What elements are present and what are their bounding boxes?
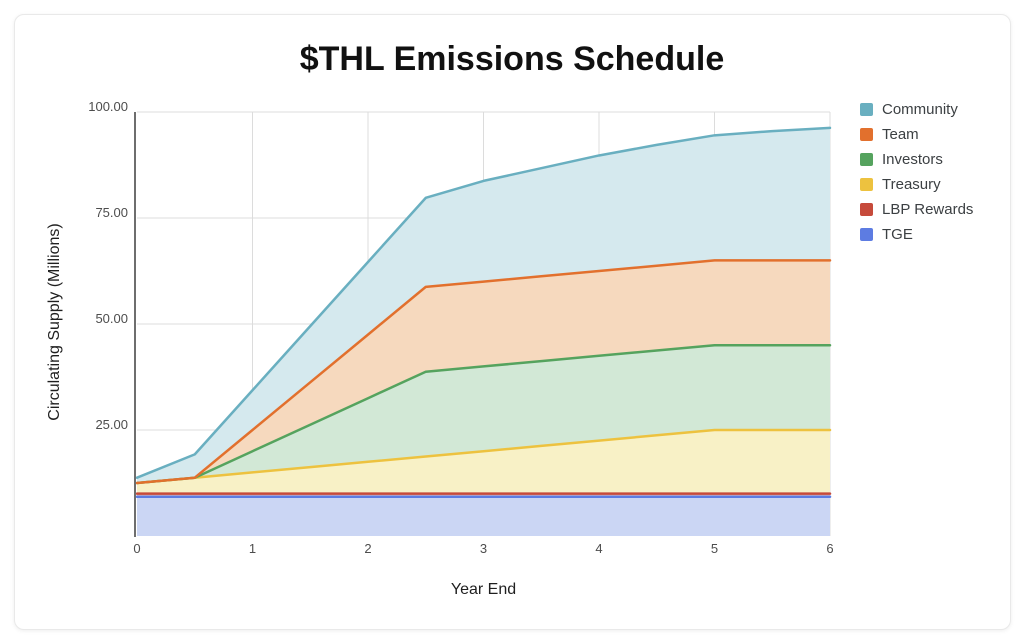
legend-label: Community (882, 101, 958, 118)
area-team (137, 260, 830, 483)
area-investors (137, 345, 830, 483)
legend-swatch-icon (860, 203, 873, 216)
line-community (135, 126, 832, 479)
y-tick-label: 75.00 (95, 205, 128, 220)
y-tick-label: 50.00 (95, 311, 128, 326)
legend-label: Investors (882, 151, 943, 168)
x-tick-label: 0 (133, 541, 140, 556)
x-axis-title: Year End (450, 581, 517, 598)
legend-item-community: Community (860, 97, 973, 122)
y-tick-label: 25.00 (95, 417, 128, 432)
legend-swatch-icon (860, 128, 873, 141)
x-tick-label: 5 (711, 541, 718, 556)
legend-item-tge: TGE (860, 222, 973, 247)
legend-label: LBP Rewards (882, 201, 974, 218)
legend-item-team: Team (860, 122, 973, 147)
legend-item-lbp-rewards: LBP Rewards (860, 197, 973, 222)
x-tick-label: 3 (480, 541, 487, 556)
x-tick-label: 6 (826, 541, 833, 556)
line-team (135, 259, 832, 485)
chart-title: $THL Emissions Schedule (299, 40, 725, 78)
x-tick-label: 4 (595, 541, 602, 556)
area-community (137, 127, 830, 484)
legend: Community Team Investors Treasury LBP Reward… (860, 97, 973, 247)
legend-item-treasury: Treasury (860, 172, 973, 197)
x-tick-label: 1 (249, 541, 256, 556)
legend-item-investors: Investors (860, 147, 973, 172)
legend-label: Team (882, 126, 919, 143)
legend-swatch-icon (860, 153, 873, 166)
legend-swatch-icon (860, 103, 873, 116)
x-tick-label: 2 (364, 541, 371, 556)
legend-swatch-icon (860, 228, 873, 241)
legend-swatch-icon (860, 178, 873, 191)
y-tick-label: 100.00 (88, 99, 128, 114)
line-treasury (135, 428, 832, 485)
line-investors (135, 343, 832, 485)
area-treasury (137, 430, 830, 494)
area-tge (137, 496, 830, 536)
legend-label: Treasury (882, 176, 941, 193)
legend-label: TGE (882, 226, 913, 243)
